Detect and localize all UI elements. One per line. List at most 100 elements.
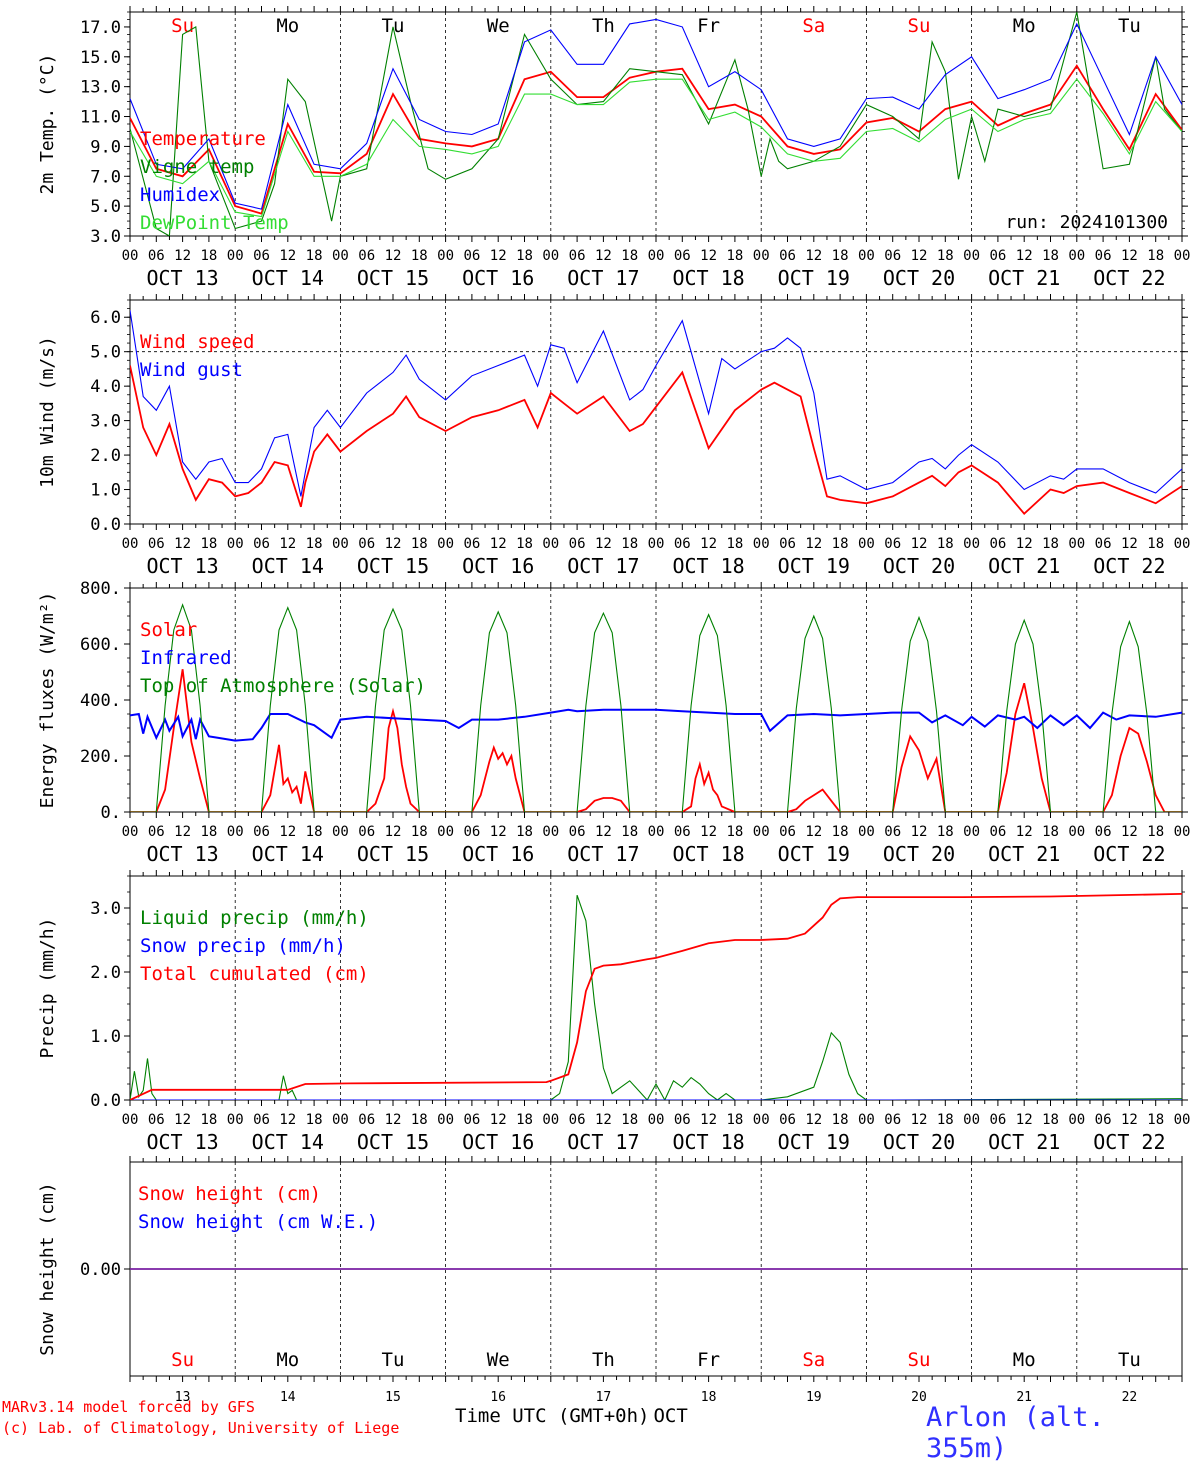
hour-tick-label: 18	[937, 824, 954, 840]
hour-tick-label: 18	[1147, 1112, 1164, 1128]
y-axis-label: 10m Wind (m/s)	[37, 336, 58, 488]
hour-tick-label: 18	[516, 1112, 533, 1128]
hour-tick-label: 12	[1016, 824, 1033, 840]
y-tick-label: 6.0	[90, 308, 121, 328]
series-line-2	[130, 310, 1182, 497]
hour-tick-label: 00	[858, 248, 875, 264]
hour-tick-label: 06	[884, 248, 901, 264]
panel-precip: 0.0 1.0 2.0 3.0 Precip (mm/h) 00 06 12 18 00 06 12 1…	[37, 870, 1190, 1154]
y-tick-label: 200.	[80, 747, 121, 767]
date-label: OCT 16	[462, 266, 534, 290]
date-label: OCT 14	[252, 842, 324, 866]
hour-tick-label: 12	[279, 536, 296, 552]
hour-tick-label: 12	[1016, 1112, 1033, 1128]
hour-tick-label: 00	[1068, 248, 1085, 264]
day-number: 21	[1016, 1390, 1032, 1405]
hour-tick-label: 12	[595, 536, 612, 552]
legend-entry: Infrared	[140, 647, 232, 669]
hour-tick-label: 12	[911, 248, 928, 264]
hour-tick-label: 12	[174, 248, 191, 264]
hour-tick-label: 12	[490, 248, 507, 264]
series-line-4	[130, 78, 1182, 218]
date-label: OCT 16	[462, 554, 534, 578]
series-line-2	[130, 708, 1182, 742]
hour-tick-label: 06	[148, 536, 165, 552]
hour-tick-label: 12	[911, 1112, 928, 1128]
hour-tick-label: 12	[174, 1112, 191, 1128]
hour-tick-label: 06	[569, 1112, 586, 1128]
y-tick-label: 17.0	[80, 18, 121, 38]
hour-tick-label: 00	[1174, 824, 1191, 840]
hour-tick-label: 18	[832, 1112, 849, 1128]
hour-tick-label: 12	[595, 824, 612, 840]
y-tick-label: 2.0	[90, 963, 121, 983]
day-label: Su	[171, 1349, 194, 1371]
y-tick-label: 5.0	[90, 343, 121, 363]
y-axis-label: 2m Temp. (°C)	[37, 54, 58, 195]
y-tick-label: 5.0	[90, 197, 121, 217]
hour-tick-label: 06	[674, 248, 691, 264]
hour-tick-label: 12	[1016, 536, 1033, 552]
hour-tick-label: 06	[779, 248, 796, 264]
hour-tick-label: 00	[227, 536, 244, 552]
day-label: Su	[908, 15, 931, 37]
date-label: OCT 21	[988, 842, 1060, 866]
date-label: OCT 20	[883, 1130, 955, 1154]
y-tick-label: 3.0	[90, 412, 121, 432]
hour-tick-label: 06	[358, 824, 375, 840]
date-label: OCT 15	[357, 266, 429, 290]
date-label: OCT 14	[252, 1130, 324, 1154]
hour-tick-label: 12	[490, 824, 507, 840]
hour-tick-label: 18	[937, 248, 954, 264]
hour-tick-label: 00	[753, 1112, 770, 1128]
hour-tick-label: 18	[621, 1112, 638, 1128]
day-label: We	[487, 15, 510, 37]
y-tick-label: 0.00	[80, 1260, 121, 1280]
hour-tick-label: 00	[753, 824, 770, 840]
hour-tick-label: 06	[148, 248, 165, 264]
hour-tick-label: 12	[174, 824, 191, 840]
lab-credit: (c) Lab. of Climatology, University of L…	[2, 1419, 400, 1437]
day-number: 13	[175, 1390, 191, 1405]
day-label: We	[487, 1349, 510, 1371]
hour-tick-label: 18	[516, 536, 533, 552]
legend-entry: Liquid precip (mm/h)	[140, 907, 369, 929]
hour-tick-label: 12	[279, 824, 296, 840]
date-label: OCT 17	[567, 842, 639, 866]
day-number: 16	[490, 1390, 506, 1405]
hour-tick-label: 06	[253, 1112, 270, 1128]
legend-entry: Humidex	[140, 184, 220, 206]
day-number: 18	[701, 1390, 717, 1405]
date-label: OCT 21	[988, 1130, 1060, 1154]
series-line-3	[130, 603, 1182, 812]
date-label: OCT 22	[1093, 266, 1165, 290]
y-tick-label: 13.0	[80, 78, 121, 98]
hour-tick-label: 06	[1095, 1112, 1112, 1128]
hour-tick-label: 06	[569, 248, 586, 264]
hour-tick-label: 00	[963, 824, 980, 840]
hour-tick-label: 18	[832, 536, 849, 552]
hour-tick-label: 18	[306, 536, 323, 552]
y-tick-label: 7.0	[90, 167, 121, 187]
hour-tick-label: 12	[911, 536, 928, 552]
run-annotation: run: 2024101300	[1005, 212, 1168, 233]
day-number: 20	[911, 1390, 927, 1405]
hour-tick-label: 06	[358, 536, 375, 552]
hour-tick-label: 06	[148, 824, 165, 840]
legend-entry: Temperature	[140, 128, 266, 150]
day-number: 19	[806, 1390, 822, 1405]
date-label: OCT 13	[146, 266, 218, 290]
hour-tick-label: 12	[911, 824, 928, 840]
hour-tick-label: 12	[279, 248, 296, 264]
day-label: Tu	[382, 15, 405, 37]
hour-tick-label: 18	[726, 536, 743, 552]
day-number: 17	[596, 1390, 612, 1405]
hour-tick-label: 06	[569, 536, 586, 552]
series-line-3	[130, 18, 1182, 210]
day-label: Su	[908, 1349, 931, 1371]
series-line-1	[130, 895, 1182, 1100]
hour-tick-label: 00	[963, 248, 980, 264]
date-label: OCT 22	[1093, 1130, 1165, 1154]
date-label: OCT 14	[252, 266, 324, 290]
hour-tick-label: 12	[490, 1112, 507, 1128]
